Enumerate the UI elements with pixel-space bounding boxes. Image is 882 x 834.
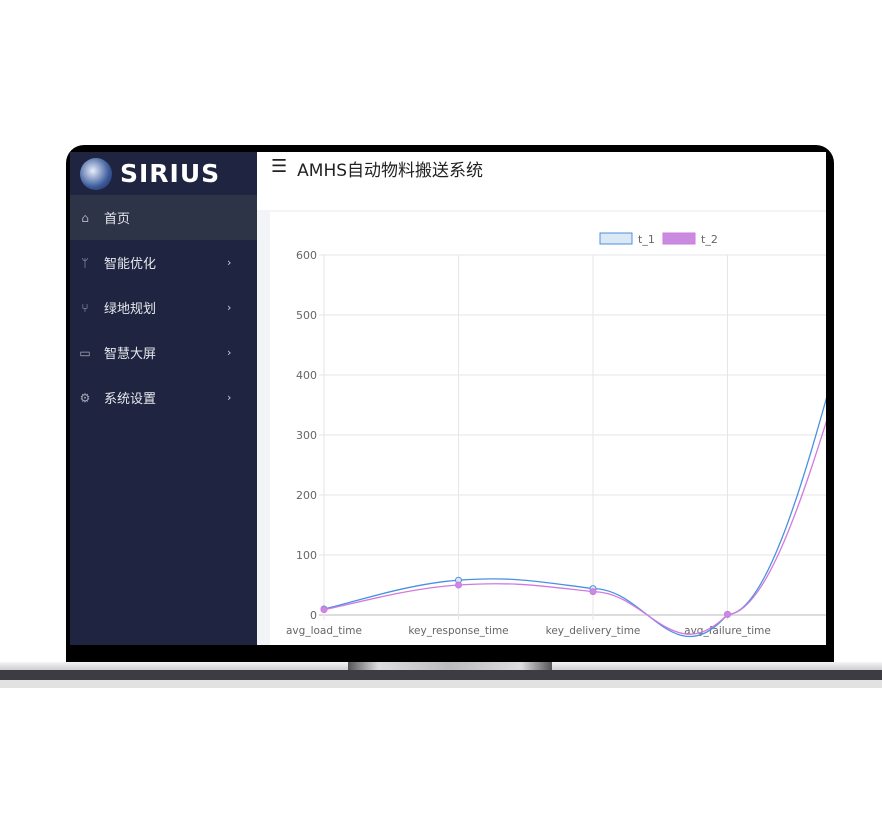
sidebar-item-bigscreen[interactable]: ▭ 智慧大屏 ›: [70, 330, 257, 375]
sidebar: SIRIUS ⌂ 首页 ᛘ 智能优化 › ⑂ 绿地规划 › ▭ 智慧大屏 › ⚙…: [70, 152, 257, 645]
series-line-t_2: [323, 420, 826, 635]
page-title: AMHS自动物料搬送系统: [297, 161, 484, 181]
laptop-base-shadow: [0, 680, 882, 688]
legend-label: t_2: [701, 233, 718, 246]
x-tick-label: avg_load_time: [286, 625, 362, 637]
chevron-right-icon: ›: [227, 256, 232, 269]
chevron-right-icon: ›: [227, 301, 232, 314]
data-point-t_2: [724, 610, 731, 618]
line-chart: 0 100 200 300 400 500 600 avg_load_time key_resp…: [286, 232, 826, 638]
chart-card: 0 100 200 300 400 500 600 avg_load_time key_resp…: [270, 212, 826, 645]
legend-swatch: [599, 232, 633, 245]
header: ☰ AMHS自动物料搬送系统: [257, 152, 826, 210]
chevron-right-icon: ›: [227, 391, 232, 404]
data-point-t_2: [589, 588, 597, 596]
y-tick-label: 400: [296, 369, 317, 382]
y-tick-label: 200: [296, 489, 317, 502]
chevron-right-icon: ›: [227, 346, 232, 359]
y-tick-label: 600: [296, 249, 317, 262]
sidebar-item-label: 绿地规划: [104, 302, 157, 317]
sidebar-item-planning[interactable]: ⑂ 绿地规划 ›: [70, 285, 257, 330]
sidebar-item-home[interactable]: ⌂ 首页: [70, 195, 257, 240]
y-tick-label: 300: [296, 429, 317, 442]
logo-text: SIRIUS: [120, 159, 221, 188]
y-tick-label: 0: [310, 609, 317, 622]
x-tick-label: avg_failure_time: [684, 625, 771, 637]
laptop-notch: [348, 662, 552, 670]
data-point-t_2: [455, 581, 462, 589]
legend-swatch: [662, 232, 696, 245]
menu-toggle-icon[interactable]: ☰: [271, 156, 288, 177]
x-tick-label: key_response_time: [408, 625, 508, 637]
branch-icon: ᛘ: [81, 255, 89, 270]
sidebar-item-optimization[interactable]: ᛘ 智能优化 ›: [70, 240, 257, 285]
app-screen: SIRIUS ⌂ 首页 ᛘ 智能优化 › ⑂ 绿地规划 › ▭ 智慧大屏 › ⚙…: [70, 152, 826, 645]
laptop-base-edge: [0, 670, 882, 680]
gear-icon: ⚙: [79, 390, 91, 405]
pull-request-icon: ⑂: [81, 300, 89, 315]
sidebar-item-label: 智能优化: [104, 257, 157, 272]
sidebar-item-label: 系统设置: [104, 392, 157, 407]
sidebar-item-label: 首页: [104, 212, 131, 227]
x-tick-label: key_delivery_time: [546, 625, 641, 637]
series-line-t_1: [323, 397, 826, 638]
sidebar-item-settings[interactable]: ⚙ 系统设置 ›: [70, 375, 257, 420]
wolf-logo-icon: [80, 157, 112, 190]
monitor-icon: ▭: [79, 345, 91, 360]
data-point-t_2: [320, 606, 328, 614]
legend-label: t_1: [638, 233, 655, 246]
logo: SIRIUS: [70, 152, 257, 195]
y-tick-label: 100: [296, 549, 317, 562]
home-icon: ⌂: [81, 210, 89, 225]
y-tick-label: 500: [296, 309, 317, 322]
sidebar-item-label: 智慧大屏: [104, 347, 157, 362]
